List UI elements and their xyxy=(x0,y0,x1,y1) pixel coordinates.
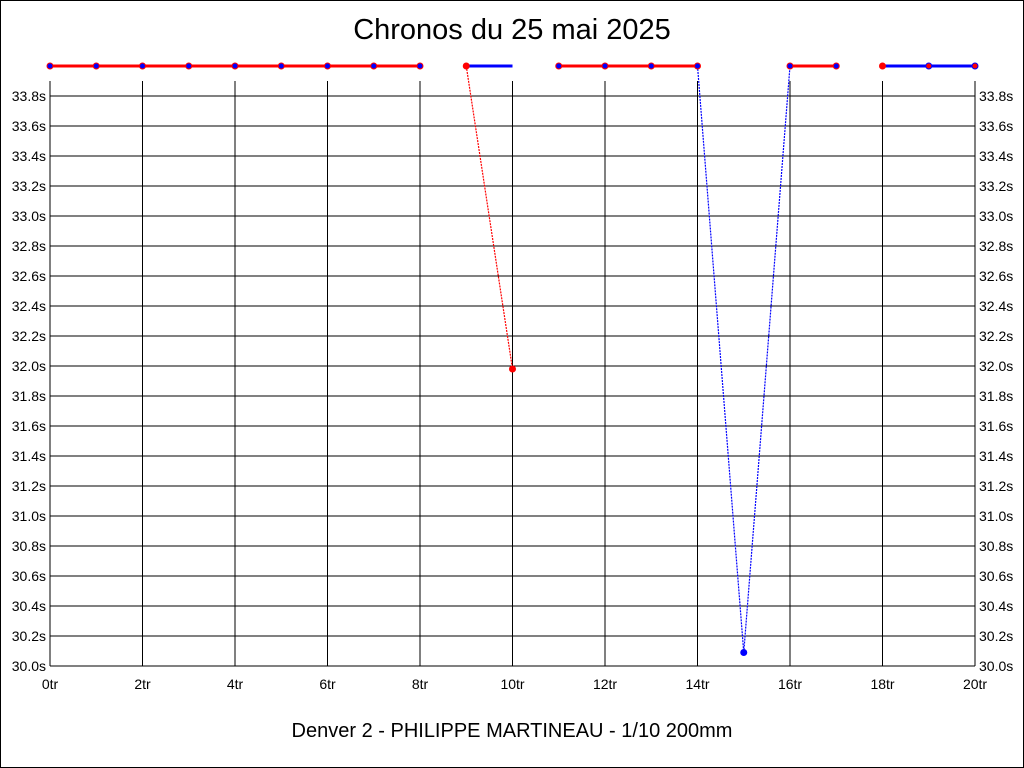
data-point xyxy=(879,62,886,70)
y-tick-label-left: 33.2s xyxy=(12,178,46,194)
y-tick-label-right: 33.2s xyxy=(979,178,1013,194)
y-tick-label-left: 32.2s xyxy=(12,328,46,344)
data-point xyxy=(832,62,840,70)
y-tick-label-right: 32.6s xyxy=(979,268,1013,284)
y-tick-label-left: 33.8s xyxy=(12,88,46,104)
x-tick-label: 16tr xyxy=(778,676,802,692)
y-tick-label-left: 31.8s xyxy=(12,388,46,404)
y-tick-label-left: 31.6s xyxy=(12,418,46,434)
data-point xyxy=(277,62,285,70)
y-tick-label-right: 31.8s xyxy=(979,388,1013,404)
y-tick-label-right: 33.0s xyxy=(979,208,1013,224)
y-tick-label-left: 30.8s xyxy=(12,538,46,554)
y-tick-label-left: 33.0s xyxy=(12,208,46,224)
data-point xyxy=(509,365,516,373)
y-tick-label-left: 31.4s xyxy=(12,448,46,464)
y-tick-label-right: 33.6s xyxy=(979,118,1013,134)
y-tick-label-left: 31.2s xyxy=(12,478,46,494)
data-point xyxy=(324,62,331,70)
data-point xyxy=(462,62,470,70)
y-tick-label-left: 32.8s xyxy=(12,238,46,254)
x-tick-label: 0tr xyxy=(42,676,59,692)
y-tick-label-right: 33.4s xyxy=(979,148,1013,164)
y-tick-label-left: 33.4s xyxy=(12,148,46,164)
y-tick-label-left: 31.0s xyxy=(12,508,46,524)
y-tick-label-right: 30.4s xyxy=(979,598,1013,614)
y-tick-label-right: 31.2s xyxy=(979,478,1013,494)
series-segment xyxy=(696,65,745,653)
y-tick-label-right: 30.6s xyxy=(979,568,1013,584)
x-tick-label: 8tr xyxy=(412,676,429,692)
y-tick-label-left: 32.6s xyxy=(12,268,46,284)
series-segment xyxy=(743,65,791,653)
x-tick-label: 10tr xyxy=(500,676,524,692)
data-point xyxy=(925,62,933,70)
data-point xyxy=(740,649,748,656)
data-point xyxy=(139,62,146,70)
data-point xyxy=(231,62,239,70)
y-tick-label-right: 32.2s xyxy=(979,328,1013,344)
y-tick-label-left: 30.0s xyxy=(12,658,46,674)
y-tick-label-left: 30.4s xyxy=(12,598,46,614)
y-tick-label-right: 32.8s xyxy=(979,238,1013,254)
data-point xyxy=(555,62,563,70)
y-tick-label-left: 30.6s xyxy=(12,568,46,584)
chart-subtitle: Denver 2 - PHILIPPE MARTINEAU - 1/10 200… xyxy=(291,720,733,742)
x-tick-label: 18tr xyxy=(870,676,894,692)
data-point xyxy=(786,62,794,70)
y-tick-label-right: 32.4s xyxy=(979,298,1013,314)
data-point xyxy=(185,62,193,70)
chart-title: Chronos du 25 mai 2025 xyxy=(353,14,671,46)
y-tick-label-left: 32.0s xyxy=(12,358,46,374)
y-tick-label-left: 30.2s xyxy=(12,628,46,644)
y-tick-label-right: 33.8s xyxy=(979,88,1013,104)
y-tick-label-left: 33.6s xyxy=(12,118,46,134)
x-tick-label: 20tr xyxy=(963,676,987,692)
x-tick-label: 4tr xyxy=(227,676,244,692)
x-tick-label: 12tr xyxy=(593,676,617,692)
x-tick-label: 14tr xyxy=(685,676,709,692)
data-point xyxy=(46,62,54,70)
x-tick-label: 6tr xyxy=(319,676,336,692)
y-tick-label-right: 31.4s xyxy=(979,448,1013,464)
data-point xyxy=(416,62,424,70)
data-point xyxy=(601,62,609,70)
y-tick-label-right: 30.8s xyxy=(979,538,1013,554)
series-segment xyxy=(465,65,514,370)
data-point xyxy=(370,62,378,70)
y-tick-label-right: 31.6s xyxy=(979,418,1013,434)
data-point xyxy=(971,62,979,70)
y-tick-label-right: 32.0s xyxy=(979,358,1013,374)
data-point xyxy=(92,62,100,70)
y-tick-label-right: 30.0s xyxy=(979,658,1013,674)
y-tick-label-left: 32.4s xyxy=(12,298,46,314)
y-tick-label-right: 30.2s xyxy=(979,628,1013,644)
y-tick-label-right: 31.0s xyxy=(979,508,1013,524)
data-point xyxy=(694,62,701,70)
x-tick-label: 2tr xyxy=(134,676,151,692)
data-point xyxy=(647,62,655,70)
